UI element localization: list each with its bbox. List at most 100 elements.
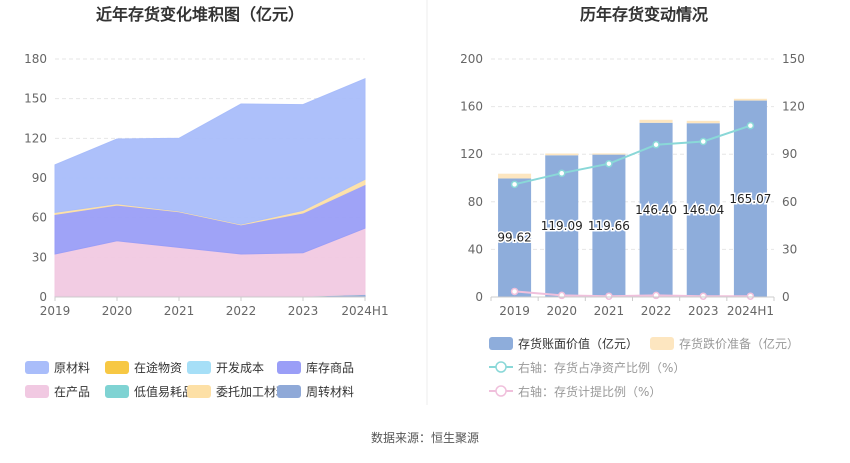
legend-label: 存货账面价值（亿元） (518, 336, 638, 351)
line-point (699, 292, 707, 300)
right-y2-tick-label: 120 (782, 100, 805, 114)
bar-inventory-value (545, 155, 579, 297)
left-x-tick-label: 2020 (102, 304, 133, 318)
line-point (652, 140, 660, 149)
bar-data-label: 146.04 (682, 203, 724, 217)
left-y-tick-label: 0 (39, 290, 47, 304)
legend-swatch (650, 337, 674, 350)
legend-label: 周转材料 (306, 384, 354, 399)
right-y2-tick-label: 0 (782, 290, 790, 304)
right-x-tick-label: 2021 (594, 304, 625, 318)
left-y-tick-label: 180 (24, 52, 47, 66)
right-y-tick-label: 80 (468, 195, 483, 209)
bar-impairment-reserve (733, 98, 767, 101)
line-point (746, 121, 755, 130)
inventory-bar-line-chart: 历年存货变动情况 99.62 119.09 119.66 146.40 146.04 16… (460, 5, 805, 399)
legend-label: 库存商品 (306, 360, 354, 375)
left-y-tick-label: 30 (32, 250, 47, 264)
left-x-tick-label: 2021 (164, 304, 195, 318)
bar-data-label: 119.09 (541, 219, 583, 233)
left-x-tick-label: 2019 (40, 304, 71, 318)
bar-impairment-reserve (592, 153, 626, 155)
right-y-tick-label: 40 (468, 242, 483, 256)
right-chart-title: 历年存货变动情况 (580, 5, 708, 24)
line-series-1 (514, 290, 751, 298)
line-point (558, 291, 566, 300)
legend-label: 开发成本 (216, 360, 264, 375)
right-x-tick-label: 2023 (688, 304, 719, 318)
right-y2-tick-label: 150 (782, 52, 805, 66)
left-x-tick-label: 2022 (226, 304, 257, 318)
bar-data-label: 146.40 (635, 203, 677, 217)
legend-swatch (277, 385, 301, 398)
right-y2-tick-label: 90 (782, 147, 797, 161)
legend-swatch (277, 361, 301, 374)
bar-inventory-value (498, 178, 532, 297)
left-x-tick-label: 2023 (288, 304, 319, 318)
area-series-原材料 (54, 78, 366, 225)
bar-inventory-value (733, 100, 767, 297)
legend-label: 右轴：存货计提比例（%） (518, 384, 661, 399)
right-y2-tick-label: 60 (782, 195, 797, 209)
legend-label: 原材料 (54, 361, 90, 375)
bar-data-label: 99.62 (497, 231, 531, 245)
bar-inventory-value (686, 123, 720, 297)
right-y-tick-label: 120 (460, 147, 483, 161)
bar-inventory-value (592, 154, 626, 297)
right-y-tick-label: 160 (460, 100, 483, 114)
legend-swatch (105, 385, 129, 398)
right-x-tick-label: 2019 (499, 304, 530, 318)
line-point (746, 292, 755, 300)
right-chart-legend: 存货账面价值（亿元） 存货跌价准备（亿元） 右轴：存货占净资产比例（%） 右轴：存货计… (489, 336, 799, 399)
right-chart-bars (498, 98, 767, 297)
legend-label: 在产品 (54, 385, 90, 399)
bar-data-label: 165.07 (729, 192, 771, 206)
bar-impairment-reserve (498, 173, 532, 179)
legend-line-marker (495, 361, 507, 373)
legend-swatch (25, 385, 49, 398)
left-y-tick-label: 150 (24, 92, 47, 106)
bar-impairment-reserve (639, 119, 673, 123)
legend-swatch (187, 361, 211, 374)
right-chart-axes: 0 40 80 120 160 200 0 30 60 90 120 150 2019 2020 2021 2… (460, 52, 805, 318)
line-series-0 (514, 124, 751, 186)
legend-swatch (187, 385, 211, 398)
right-x-tick-label: 2020 (546, 304, 577, 318)
line-point (699, 137, 707, 146)
legend-label: 在途物资 (134, 360, 182, 375)
line-point (558, 169, 566, 177)
legend-label: 存货跌价准备（亿元） (679, 336, 799, 351)
line-point (652, 291, 660, 300)
line-point (510, 180, 519, 189)
right-y2-tick-label: 30 (782, 242, 797, 256)
left-chart-title: 近年存货变化堆积图（亿元） (96, 5, 304, 24)
right-chart-data-labels: 99.62 119.09 119.66 146.40 146.04 165.07 (496, 190, 773, 246)
legend-label: 右轴：存货占净资产比例（%） (518, 360, 685, 375)
legend-swatch (105, 361, 129, 374)
legend-label: 低值易耗品 (134, 384, 194, 399)
right-chart-lines (510, 121, 755, 300)
line-point (605, 159, 613, 168)
stacked-area-chart: 近年存货变化堆积图（亿元） 0 30 60 90 120 150 180 2019 2020 20… (24, 5, 389, 399)
bar-impairment-reserve (545, 153, 579, 156)
right-y-tick-label: 0 (475, 290, 483, 304)
right-x-tick-label: 2022 (641, 304, 672, 318)
line-point (510, 287, 519, 296)
bar-inventory-value (639, 122, 673, 297)
legend-swatch (489, 337, 513, 350)
left-x-tick-label: 2024H1 (341, 304, 388, 318)
right-x-tick-label: 2024H1 (727, 304, 774, 318)
bar-data-label: 119.66 (588, 219, 630, 233)
right-y-tick-label: 200 (460, 52, 483, 66)
data-source-note: 数据来源：恒生聚源 (370, 431, 479, 445)
left-y-tick-label: 90 (32, 171, 47, 185)
legend-line-marker (495, 385, 507, 397)
left-chart-axes: 0 30 60 90 120 150 180 2019 2020 2021 2022 2023 2024… (24, 52, 389, 318)
legend-label: 委托加工材料 (216, 385, 288, 399)
left-y-tick-label: 60 (32, 211, 47, 225)
legend-swatch (25, 361, 49, 374)
left-chart-areas (54, 78, 366, 298)
left-y-tick-label: 120 (24, 131, 47, 145)
